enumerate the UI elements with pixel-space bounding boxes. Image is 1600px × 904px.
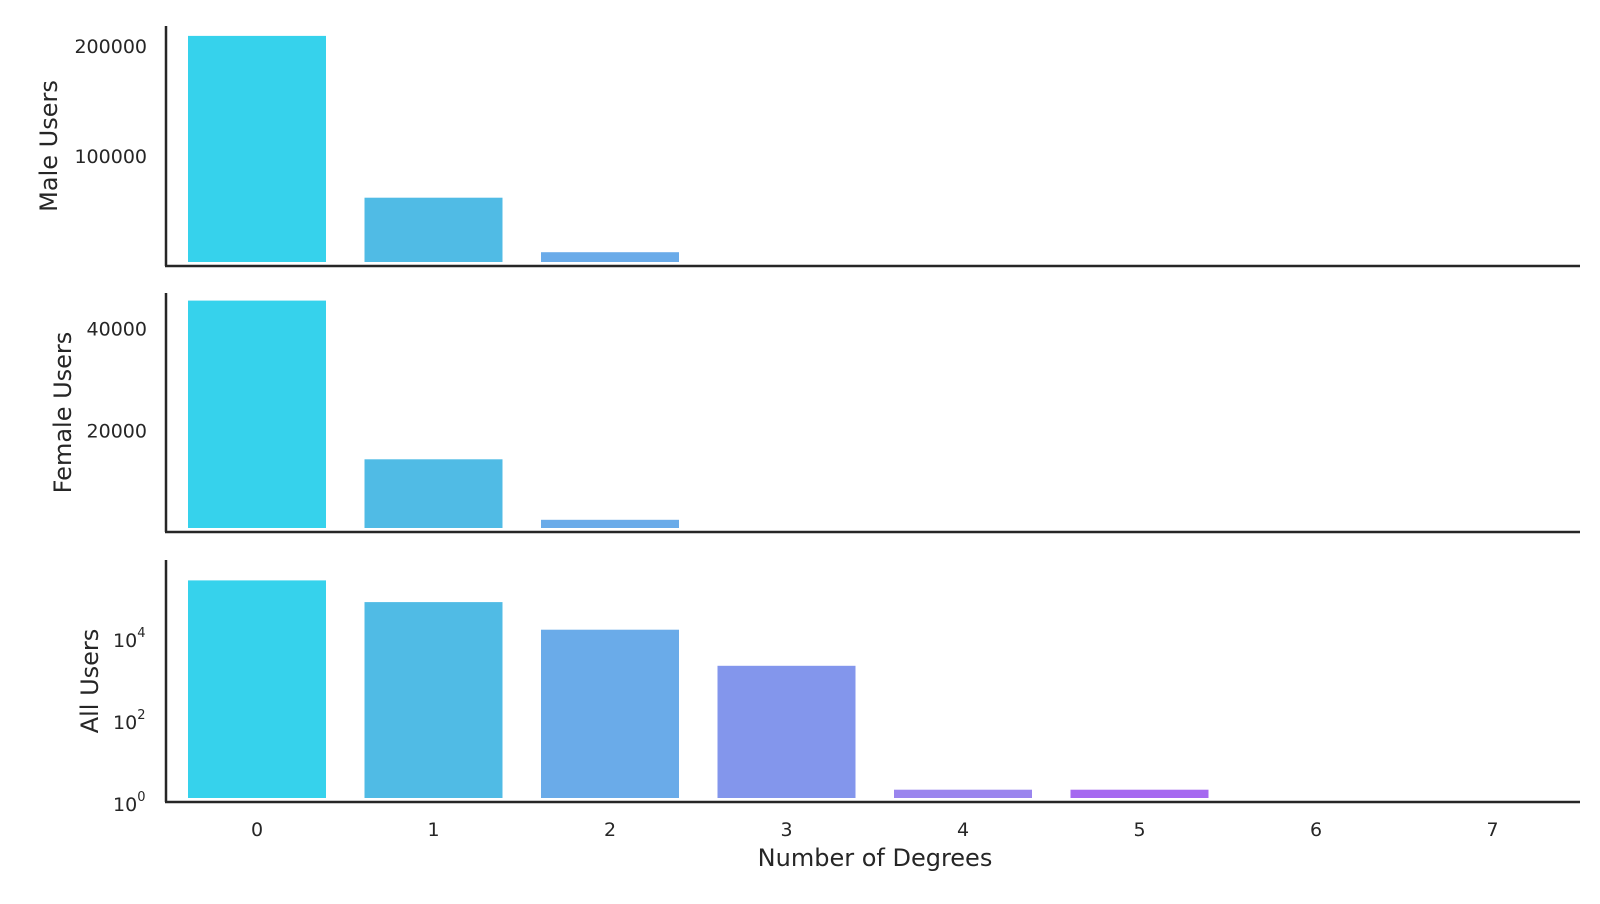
y-tick-label: 200000	[74, 36, 147, 58]
x-axis-label: Number of Degrees	[758, 844, 993, 872]
y-tick-label: 20000	[87, 420, 147, 442]
y-tick-label: 104	[113, 626, 145, 652]
x-tick-label-6: 6	[1310, 819, 1322, 841]
bar-0	[188, 35, 326, 263]
bar-1	[364, 197, 503, 262]
bar-3	[717, 665, 856, 798]
x-tick-label-0: 0	[251, 819, 263, 841]
y-tick-label: 100	[113, 790, 145, 816]
x-tick-label-2: 2	[604, 819, 616, 841]
bar-1	[364, 459, 503, 528]
bar-2	[541, 519, 679, 528]
y-tick-label: 40000	[87, 319, 147, 341]
bar-0	[188, 300, 326, 528]
bar-2	[541, 629, 679, 798]
y-tick-label: 102	[113, 708, 145, 734]
x-tick-label-3: 3	[780, 819, 792, 841]
x-tick-label-1: 1	[427, 819, 439, 841]
panel-female-users: 20000 40000 Female Users	[49, 293, 1580, 534]
y-axis-label: Male Users	[35, 80, 63, 212]
x-tick-label-4: 4	[957, 819, 969, 841]
panel-male-users: 100000 200000 Male Users	[35, 26, 1580, 268]
x-tick-label-7: 7	[1486, 819, 1498, 841]
x-tick-label-5: 5	[1133, 819, 1145, 841]
y-axis-label: All Users	[76, 629, 104, 734]
bar-5	[1070, 789, 1209, 798]
bar-4	[894, 789, 1032, 798]
panel-all-users: 100 102 104 All Users 0 1 2 3 4 5 6 7	[76, 560, 1580, 841]
bar-2	[541, 252, 679, 262]
y-axis-label: Female Users	[49, 332, 77, 494]
bar-0	[188, 580, 326, 798]
bar-1	[364, 602, 503, 798]
y-tick-label: 100000	[74, 146, 147, 168]
